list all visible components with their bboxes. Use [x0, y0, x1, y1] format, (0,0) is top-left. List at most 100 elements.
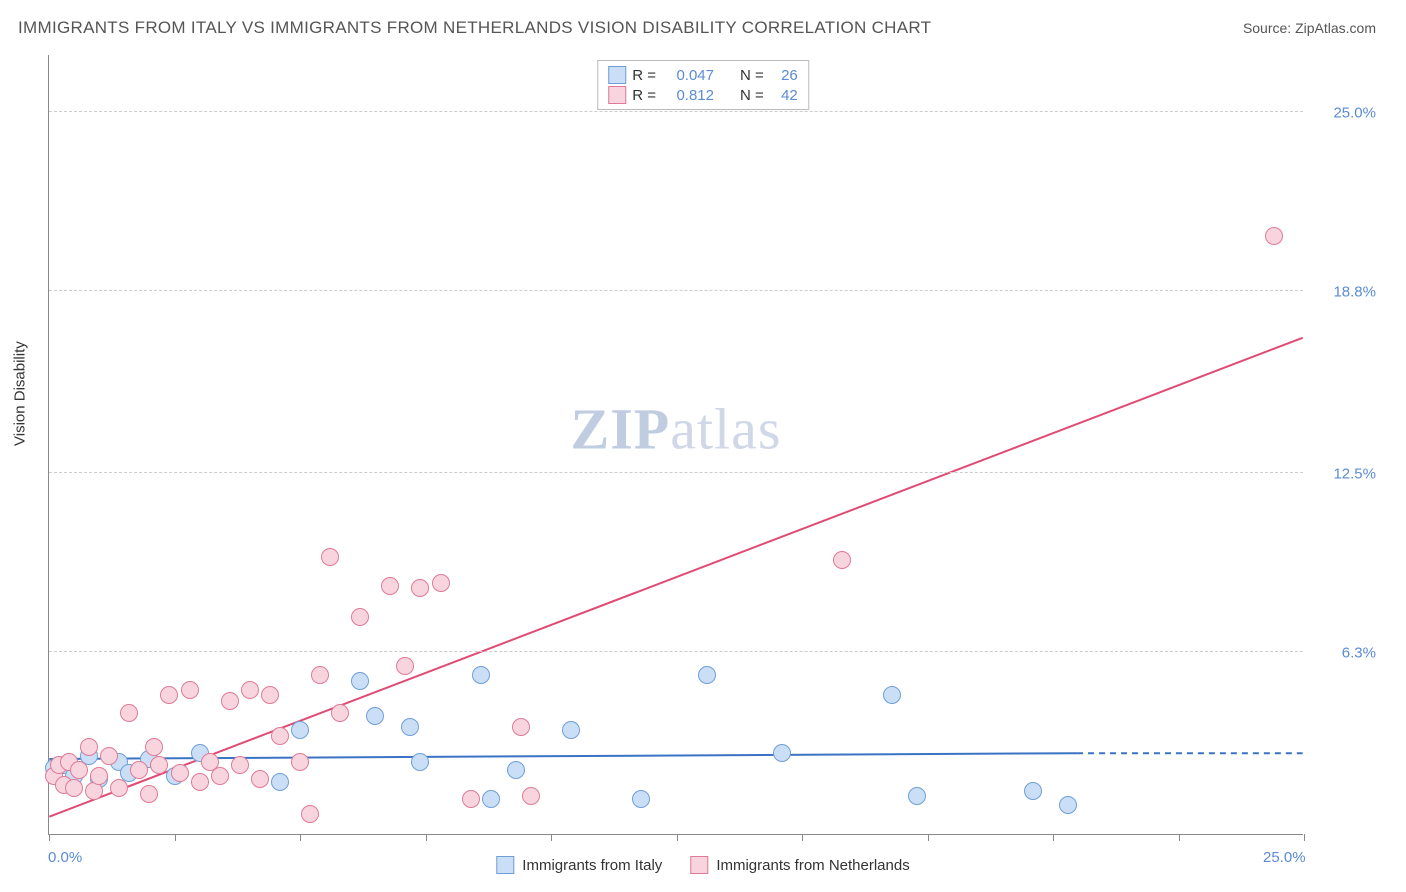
data-point	[331, 704, 349, 722]
data-point	[90, 767, 108, 785]
data-point	[211, 767, 229, 785]
data-point	[301, 805, 319, 823]
r-value: 0.047	[662, 67, 714, 84]
legend-swatch	[608, 66, 626, 84]
watermark: ZIPatlas	[571, 395, 782, 462]
data-point	[1059, 796, 1077, 814]
data-point	[120, 704, 138, 722]
x-tick	[426, 834, 427, 841]
data-point	[100, 747, 118, 765]
data-point	[291, 721, 309, 739]
legend-swatch	[496, 856, 514, 874]
n-value: 26	[770, 67, 798, 84]
data-point	[351, 672, 369, 690]
legend-series-label: Immigrants from Italy	[522, 857, 662, 874]
data-point	[908, 787, 926, 805]
data-point	[321, 548, 339, 566]
watermark-bold: ZIP	[571, 396, 671, 461]
source-label: Source:	[1243, 20, 1295, 36]
y-tick-label: 12.5%	[1333, 465, 1376, 482]
data-point	[462, 790, 480, 808]
data-point	[507, 761, 525, 779]
data-point	[110, 779, 128, 797]
y-tick-label: 25.0%	[1333, 104, 1376, 121]
data-point	[522, 787, 540, 805]
chart-plot-area: ZIPatlas	[48, 55, 1303, 835]
data-point	[411, 579, 429, 597]
data-point	[271, 773, 289, 791]
legend-correlation-row: R = 0.812 N = 42	[608, 85, 798, 105]
gridline-horizontal	[49, 651, 1303, 652]
x-tick-label: 25.0%	[1263, 849, 1306, 866]
data-point	[351, 608, 369, 626]
n-label: N =	[740, 67, 764, 84]
legend-correlation-row: R =0.047N =26	[608, 65, 798, 85]
data-point	[883, 686, 901, 704]
x-tick	[928, 834, 929, 841]
r-value: 0.812	[662, 87, 714, 104]
gridline-horizontal	[49, 290, 1303, 291]
x-tick	[677, 834, 678, 841]
x-tick	[1179, 834, 1180, 841]
legend-swatch	[608, 86, 626, 104]
data-point	[221, 692, 239, 710]
data-point	[366, 707, 384, 725]
data-point	[632, 790, 650, 808]
data-point	[311, 666, 329, 684]
x-tick-label: 0.0%	[48, 849, 82, 866]
n-label: N =	[740, 87, 764, 104]
x-tick	[802, 834, 803, 841]
data-point	[773, 744, 791, 762]
chart-title: IMMIGRANTS FROM ITALY VS IMMIGRANTS FROM…	[18, 18, 931, 38]
data-point	[231, 756, 249, 774]
data-point	[1024, 782, 1042, 800]
data-point	[130, 761, 148, 779]
data-point	[191, 773, 209, 791]
x-tick	[300, 834, 301, 841]
y-axis-label: Vision Disability	[12, 341, 29, 446]
r-label: R =	[632, 87, 656, 104]
data-point	[411, 753, 429, 771]
data-point	[482, 790, 500, 808]
gridline-horizontal	[49, 472, 1303, 473]
legend-swatch	[690, 856, 708, 874]
data-point	[271, 727, 289, 745]
data-point	[145, 738, 163, 756]
trend-lines-layer	[49, 55, 1303, 834]
data-point	[251, 770, 269, 788]
data-point	[140, 785, 158, 803]
series-legend: Immigrants from ItalyImmigrants from Net…	[496, 856, 909, 874]
data-point	[1265, 227, 1283, 245]
data-point	[241, 681, 259, 699]
legend-series-item: Immigrants from Italy	[496, 856, 662, 874]
data-point	[70, 761, 88, 779]
data-point	[171, 764, 189, 782]
data-point	[396, 657, 414, 675]
data-point	[401, 718, 419, 736]
n-value: 42	[770, 87, 798, 104]
data-point	[291, 753, 309, 771]
trend-line	[49, 338, 1302, 817]
x-tick	[175, 834, 176, 841]
data-point	[160, 686, 178, 704]
data-point	[833, 551, 851, 569]
x-tick	[1304, 834, 1305, 841]
x-tick	[551, 834, 552, 841]
data-point	[698, 666, 716, 684]
data-point	[261, 686, 279, 704]
data-point	[80, 738, 98, 756]
data-point	[381, 577, 399, 595]
y-tick-label: 18.8%	[1333, 283, 1376, 300]
source-attribution: Source: ZipAtlas.com	[1243, 20, 1376, 36]
x-tick	[49, 834, 50, 841]
gridline-horizontal	[49, 111, 1303, 112]
data-point	[472, 666, 490, 684]
watermark-rest: atlas	[670, 396, 781, 461]
data-point	[150, 756, 168, 774]
source-value: ZipAtlas.com	[1295, 20, 1376, 36]
data-point	[512, 718, 530, 736]
data-point	[181, 681, 199, 699]
x-tick	[1053, 834, 1054, 841]
data-point	[562, 721, 580, 739]
data-point	[65, 779, 83, 797]
